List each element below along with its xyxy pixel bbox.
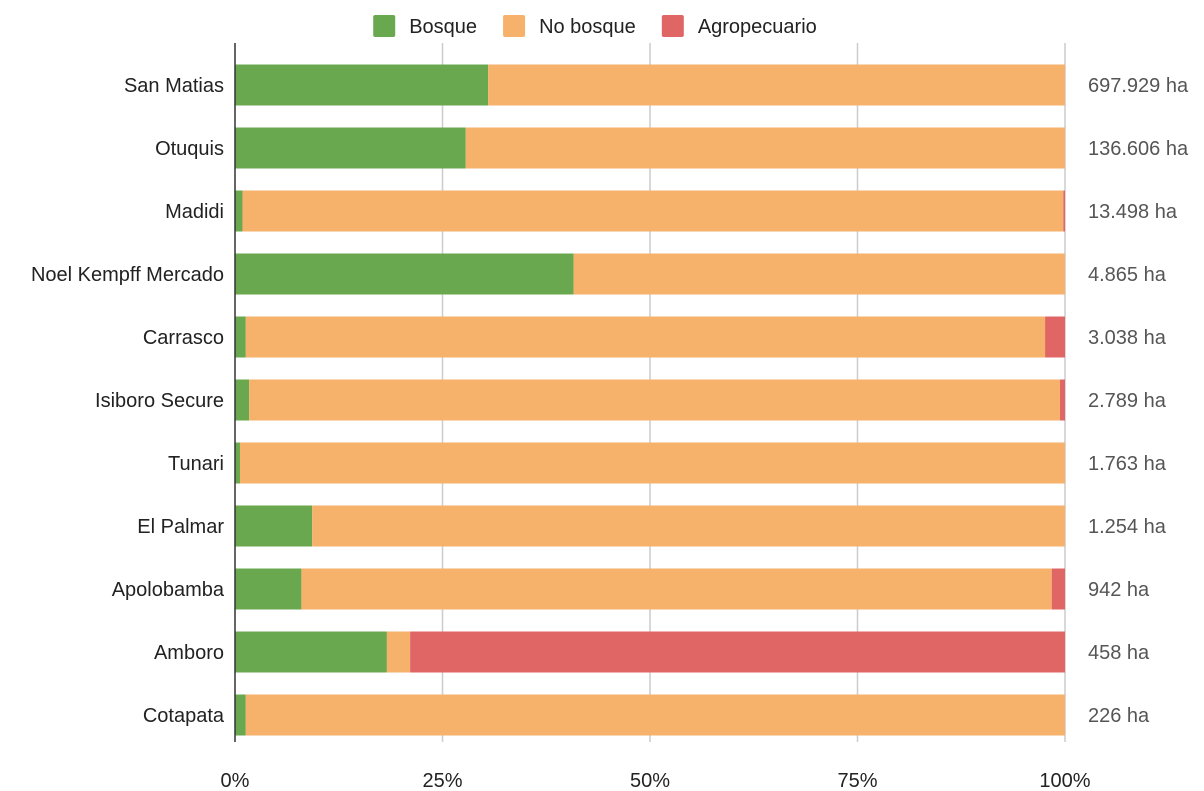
total-label: 697.929 ha: [1088, 75, 1189, 97]
total-label: 226 ha: [1088, 705, 1150, 727]
total-labels: 697.929 ha 136.606 ha 13.498 ha 4.865 ha 3.0…: [1088, 75, 1189, 727]
category-label: Carrasco: [143, 327, 224, 349]
x-tick-label: 0%: [221, 770, 250, 791]
bar-segment-bosque: [235, 379, 250, 421]
bar-row: [235, 316, 1065, 358]
bar-row: [235, 253, 1065, 295]
bar-segment-agropecuario: [1051, 568, 1065, 610]
bar-segment-bosque: [235, 316, 246, 358]
bar-segment-no-bosque: [488, 64, 1065, 106]
legend-swatch: [503, 15, 526, 37]
category-label: Otuquis: [155, 138, 224, 160]
bar-row: [235, 127, 1065, 169]
total-label: 942 ha: [1088, 579, 1150, 601]
bar-row: [235, 442, 1066, 484]
legend-item: No bosque: [503, 15, 636, 38]
bar-segment-bosque: [235, 694, 246, 736]
bar-segment-no-bosque: [312, 505, 1065, 547]
bar-segment-agropecuario: [1063, 190, 1065, 232]
x-tick-label: 25%: [422, 770, 462, 791]
category-label: El Palmar: [137, 516, 224, 538]
bar-row: [235, 694, 1066, 736]
bar-segment-no-bosque: [239, 442, 1066, 484]
bar-segment-bosque: [235, 127, 466, 169]
bar-row: [235, 568, 1065, 610]
bar-row: [235, 190, 1065, 232]
category-label: Tunari: [168, 453, 224, 475]
category-label: Apolobamba: [112, 579, 225, 601]
total-label: 458 ha: [1088, 642, 1150, 664]
bar-segment-bosque: [235, 190, 243, 232]
bar-segment-agropecuario: [1045, 316, 1065, 358]
bar-row: [235, 379, 1065, 421]
total-label: 4.865 ha: [1088, 264, 1167, 286]
bar-segment-bosque: [235, 568, 302, 610]
legend-label: Agropecuario: [698, 16, 817, 38]
bar-row: [235, 64, 1065, 106]
bar-segment-bosque: [235, 631, 387, 673]
x-axis-tick-labels: 0% 25% 50% 75% 100%: [221, 770, 1091, 791]
x-tick-label: 50%: [630, 770, 670, 791]
x-tick-label: 100%: [1039, 770, 1090, 791]
bar-segment-no-bosque: [245, 694, 1066, 736]
total-label: 13.498 ha: [1088, 201, 1178, 223]
bar-segment-no-bosque: [301, 568, 1052, 610]
category-label: Isiboro Secure: [95, 390, 224, 412]
bar-segment-no-bosque: [249, 379, 1061, 421]
x-tick-label: 75%: [837, 770, 877, 791]
total-label: 1.763 ha: [1088, 453, 1167, 475]
category-label: Cotapata: [143, 705, 225, 727]
bar-segment-bosque: [235, 505, 313, 547]
total-label: 2.789 ha: [1088, 390, 1167, 412]
legend-item: Bosque: [373, 15, 477, 38]
bar-segment-no-bosque: [573, 253, 1065, 295]
total-label: 3.038 ha: [1088, 327, 1167, 349]
bars: [235, 64, 1066, 736]
category-labels: San Matias Otuquis Madidi Noel Kempff Merca…: [31, 75, 225, 727]
bar-row: [235, 631, 1065, 673]
category-label: San Matias: [124, 75, 224, 97]
category-label: Noel Kempff Mercado: [31, 264, 224, 286]
bar-segment-no-bosque: [242, 190, 1064, 232]
bar-segment-bosque: [235, 442, 240, 484]
total-label: 136.606 ha: [1088, 138, 1189, 160]
category-label: Madidi: [165, 201, 224, 223]
bar-segment-bosque: [235, 253, 574, 295]
bar-segment-agropecuario: [410, 631, 1065, 673]
legend: Bosque No bosque Agropecuario: [373, 15, 817, 38]
bar-segment-no-bosque: [245, 316, 1046, 358]
legend-swatch: [373, 15, 396, 37]
legend-item: Agropecuario: [661, 15, 817, 38]
category-label: Amboro: [154, 642, 224, 664]
bar-row: [235, 505, 1065, 547]
bar-segment-bosque: [235, 64, 489, 106]
bar-segment-no-bosque: [386, 631, 411, 673]
bar-segment-agropecuario: [1060, 379, 1065, 421]
legend-label: Bosque: [409, 16, 477, 38]
legend-swatch: [661, 15, 684, 37]
bar-segment-no-bosque: [465, 127, 1065, 169]
total-label: 1.254 ha: [1088, 516, 1167, 538]
legend-label: No bosque: [539, 16, 636, 38]
